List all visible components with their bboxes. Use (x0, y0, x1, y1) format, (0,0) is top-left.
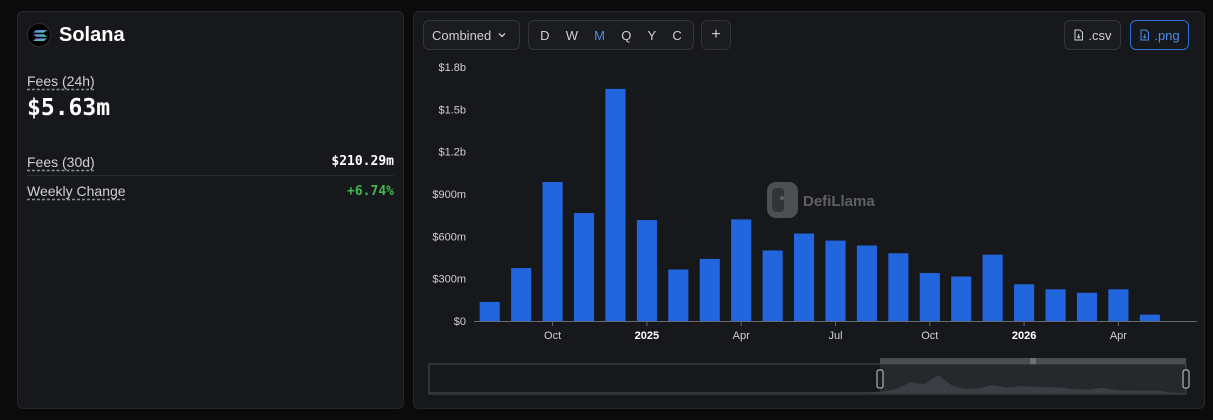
bar-2024-11[interactable] (573, 213, 595, 321)
grip-icon: ||| (1030, 358, 1036, 365)
bar-2025-12[interactable] (982, 254, 1003, 321)
bar-2025-03[interactable] (699, 258, 720, 321)
bars (479, 88, 1160, 321)
weekly-change-value: +6.74% (347, 183, 394, 199)
fees-30d-label[interactable]: Fees (30d) (27, 153, 95, 170)
bar-2025-10[interactable] (919, 273, 940, 321)
image-download-icon (1140, 29, 1150, 41)
bar-2024-09[interactable] (511, 268, 532, 321)
y-tick-label: $0 (454, 316, 466, 328)
slider-preview-area (430, 375, 1185, 393)
y-tick-label: $600m (432, 231, 466, 243)
weekly-change-label[interactable]: Weekly Change (27, 183, 126, 199)
bar-2025-09[interactable] (888, 253, 909, 321)
y-tick-label: $1.2b (438, 147, 466, 159)
csv-label: .csv (1088, 27, 1112, 43)
x-tick-label: 2026 (1012, 330, 1036, 342)
x-tick-label: Apr (733, 330, 750, 342)
bar-2025-08[interactable] (856, 245, 877, 321)
bar-2025-04[interactable] (731, 219, 752, 321)
bar-2024-12[interactable] (605, 88, 626, 321)
x-axis: Oct 2025 Apr Jul Oct 2026 Apr (544, 321, 1127, 342)
download-csv-button[interactable]: .csv (1064, 20, 1121, 50)
fees-30d-row: Fees (30d) $210.29m (27, 148, 394, 176)
bar-2025-01[interactable] (636, 220, 657, 321)
bar-2026-03[interactable] (1076, 292, 1098, 321)
grouping-m[interactable]: M (594, 27, 606, 43)
chevron-down-icon (498, 33, 506, 38)
bar-2026-02[interactable] (1045, 289, 1066, 321)
bar-2024-10[interactable] (542, 182, 563, 321)
download-png-button[interactable]: .png (1130, 20, 1189, 50)
bar-2025-06[interactable] (794, 233, 815, 321)
grouping-c[interactable]: C (672, 27, 682, 43)
x-tick-label: Oct (921, 330, 938, 342)
solana-logo-icon (27, 23, 51, 47)
add-metric-button[interactable]: + (701, 20, 731, 50)
y-axis: $0 $300m $600m $900m $1.2b $1.5b $1.8b (432, 62, 466, 328)
grouping-d[interactable]: D (540, 27, 550, 43)
y-tick-label: $300m (432, 274, 466, 286)
fees-bar-chart: $0 $300m $600m $900m $1.2b $1.5b $1.8b Oct 2025… (428, 62, 1197, 395)
slider-selection[interactable] (880, 364, 1186, 394)
bar-2025-07[interactable] (825, 240, 846, 321)
chart-mode-select[interactable]: Combined (423, 20, 520, 50)
grouping-q[interactable]: Q (621, 27, 632, 43)
protocol-name: Solana (59, 24, 125, 46)
defillama-watermark: DefiLlama (767, 182, 875, 218)
chart-mode-label: Combined (432, 27, 492, 43)
fees-30d-value: $210.29m (331, 154, 394, 169)
slider-left-handle[interactable] (876, 369, 884, 389)
x-tick-label: 2025 (635, 330, 659, 342)
grouping-y[interactable]: Y (647, 27, 657, 43)
range-slider[interactable]: ||| (428, 358, 1190, 395)
y-tick-label: $900m (432, 189, 466, 201)
file-download-icon (1074, 29, 1084, 41)
y-tick-label: $1.8b (438, 62, 466, 74)
bar-2025-02[interactable] (668, 269, 689, 321)
png-label: .png (1154, 27, 1180, 43)
bar-2025-05[interactable] (762, 250, 783, 321)
x-tick-label: Apr (1110, 330, 1127, 342)
bar-2026-04[interactable] (1108, 289, 1129, 321)
grouping-w[interactable]: W (565, 27, 578, 43)
llama-logo-icon (767, 182, 798, 218)
slider-right-handle[interactable] (1182, 369, 1190, 389)
x-tick-label: Oct (544, 330, 561, 342)
protocol-summary-panel: Solana Fees (24h) $5.63m Fees (30d) $210… (17, 11, 404, 409)
bar-2024-08[interactable] (479, 301, 500, 321)
slider-drag-bar[interactable] (880, 358, 1186, 364)
fees-24h-label[interactable]: Fees (24h) (27, 73, 95, 89)
bar-2026-01[interactable] (1014, 284, 1035, 321)
bar-2026-05[interactable] (1139, 314, 1160, 321)
watermark-text: DefiLlama (803, 193, 875, 210)
bar-2025-11[interactable] (951, 276, 972, 321)
y-tick-label: $1.5b (438, 104, 466, 116)
x-tick-label: Jul (828, 330, 842, 342)
fees-24h-value: $5.63m (27, 95, 111, 121)
weekly-change-row: Weekly Change +6.74% (27, 177, 394, 205)
